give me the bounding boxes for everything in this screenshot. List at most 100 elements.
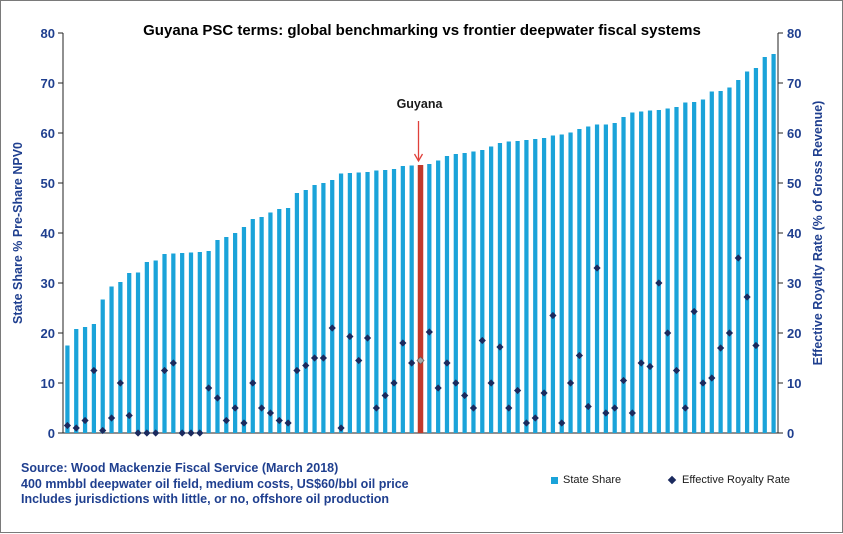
legend-item-royalty: Effective Royalty Rate: [667, 474, 791, 486]
royalty-point: [187, 429, 195, 437]
y-tick-label-left: 10: [41, 376, 55, 391]
royalty-point: [478, 336, 486, 345]
y-axis-label-right: Effective Royalty Rate (% of Gross Reven…: [811, 101, 825, 366]
y-tick-label-right: 80: [787, 26, 801, 41]
royalty-point: [487, 379, 495, 387]
bar-state-share: [215, 240, 220, 433]
bar-state-share: [612, 123, 617, 433]
bar-state-share: [162, 254, 167, 433]
royalty-point: [266, 409, 275, 417]
bar-state-share: [321, 183, 326, 433]
bar-state-share: [727, 87, 732, 433]
y-tick-label-left: 50: [41, 176, 55, 191]
bar-state-share: [294, 193, 300, 433]
bar-state-share: [100, 299, 105, 433]
royalty-point: [81, 416, 89, 425]
royalty-point: [249, 379, 257, 387]
royalty-point: [452, 379, 460, 387]
royalty-point: [107, 414, 116, 422]
bar-state-share: [144, 262, 149, 433]
royalty-point: [319, 354, 328, 362]
bar-state-share: [268, 212, 273, 433]
source-line-3: Includes jurisdictions with little, or n…: [21, 492, 390, 506]
royalty-point-guyana: [416, 356, 425, 365]
bar-state-share: [91, 324, 97, 433]
bar-state-share: [453, 154, 458, 433]
bar-state-share: [400, 166, 405, 433]
royalty-point: [699, 379, 707, 387]
royalty-point: [169, 359, 177, 367]
royalty-point: [134, 429, 142, 437]
y-tick-label-right: 20: [787, 326, 801, 341]
y-tick-label-left: 70: [41, 76, 55, 91]
royalty-point: [513, 386, 522, 395]
y-tick-label-left: 20: [41, 326, 55, 341]
royalty-point: [496, 343, 504, 351]
source-line-2: 400 mmbbl deepwater oil field, medium co…: [21, 476, 409, 491]
legend-item-state-share: State Share: [551, 474, 621, 486]
source-notes: Source: Wood Mackenzie Fiscal Service (M…: [21, 461, 409, 508]
bar-state-share: [383, 170, 388, 433]
royalty-point: [469, 404, 478, 412]
royalty-point: [734, 254, 742, 262]
bar-state-share: [665, 108, 670, 433]
bar-state-share: [744, 71, 750, 433]
royalty-point: [611, 404, 619, 412]
bar-state-share: [674, 107, 679, 433]
bar-state-share: [82, 327, 88, 433]
royalty-point: [152, 429, 160, 437]
bar-state-share: [374, 170, 379, 433]
y-tick-label-left: 60: [41, 126, 55, 141]
royalty-point: [275, 416, 283, 425]
royalty-point: [125, 411, 133, 420]
royalty-point: [672, 366, 681, 375]
bar-state-share: [656, 110, 661, 433]
royalty-point: [284, 419, 292, 427]
bar-state-share: [391, 169, 397, 433]
royalty-point: [231, 404, 239, 412]
bar-state-share: [541, 138, 547, 433]
bar-state-share: [639, 111, 644, 433]
bar-state-share: [338, 173, 344, 433]
bar-state-share: [224, 237, 229, 433]
royalty-point: [205, 384, 213, 392]
bar-state-share: [250, 219, 255, 433]
royalty-point: [213, 394, 222, 402]
royalty-point: [399, 339, 407, 347]
bar-state-share: [127, 273, 132, 433]
y-tick-label-right: 50: [787, 176, 801, 191]
royalty-point: [575, 351, 583, 360]
bar-state-share: [462, 153, 467, 433]
royalty-point: [363, 334, 372, 342]
bar-state-share: [692, 102, 697, 433]
bar-state-share: [65, 345, 70, 433]
bar-state-share: [594, 124, 600, 433]
royalty-point: [461, 391, 469, 400]
bar-state-share: [409, 165, 414, 433]
bar-state-share: [709, 91, 714, 433]
royalty-point: [372, 404, 380, 412]
bar-state-share: [603, 124, 608, 433]
bar-state-share: [506, 141, 511, 433]
royalty-point: [628, 409, 636, 417]
royalty-point: [752, 341, 760, 350]
legend-label-royalty: Effective Royalty Rate: [682, 474, 791, 486]
bar-state-share: [718, 91, 723, 433]
bar-state-share: [365, 172, 370, 433]
bar-state-share: [233, 233, 238, 433]
royalty-point: [160, 366, 169, 375]
royalty-point: [381, 391, 389, 400]
royalty-point: [425, 328, 433, 336]
bar-state-share: [118, 282, 123, 433]
y-tick-label-right: 30: [787, 276, 801, 291]
royalty-point: [549, 311, 557, 320]
bar-state-share: [285, 208, 291, 433]
bar-state-share: [356, 172, 361, 433]
royalty-point: [664, 329, 672, 337]
bar-state-share: [153, 260, 158, 433]
y-axis-label-left: State Share % Pre-Share NPV0: [11, 142, 25, 324]
royalty-point: [63, 421, 72, 430]
royalty-point: [646, 362, 654, 371]
